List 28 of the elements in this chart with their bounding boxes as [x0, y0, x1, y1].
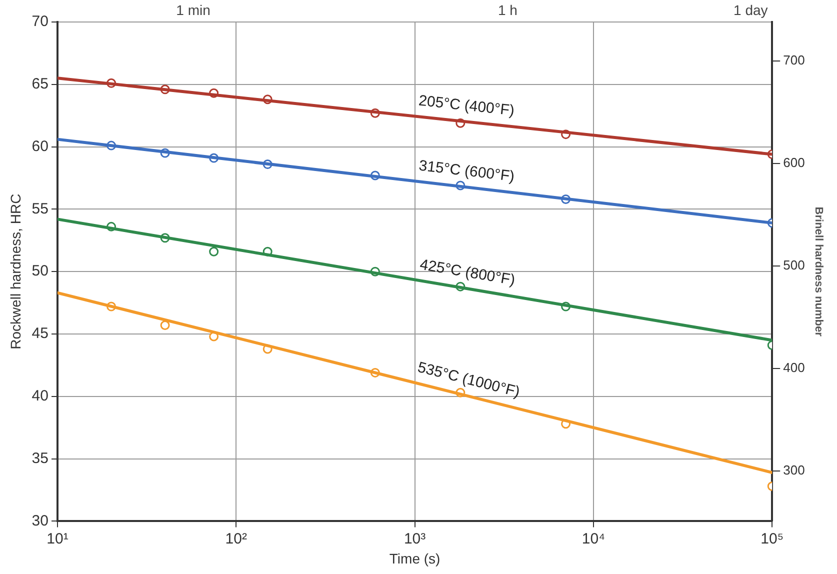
y-tick-label: 65	[32, 76, 48, 93]
y-tick-label: 70	[32, 13, 48, 30]
y-tick-label: 50	[32, 262, 48, 280]
text: 1 h	[498, 2, 518, 18]
x-axis-title: Time (s)	[389, 550, 440, 566]
y2-tick-label: 700	[783, 52, 805, 68]
y2-tick-label: 300	[783, 462, 805, 478]
y2-axis-title: Brinell hardness number	[812, 206, 824, 338]
x-tick-label: 10³	[404, 530, 426, 548]
y-tick-label: 40	[32, 388, 48, 405]
y-tick-label: 35	[32, 450, 48, 467]
y2-tick-label: 600	[783, 155, 805, 170]
y2-tick-label: 400	[783, 360, 805, 376]
text: 1 day	[734, 2, 768, 18]
text: 1 min	[176, 2, 210, 18]
y-tick-label: 60	[32, 138, 48, 155]
text: 315°C (600°F)	[418, 157, 516, 186]
y-tick-label: 55	[32, 200, 48, 218]
x-tick-label: 10²	[225, 530, 247, 548]
y-tick-label: 45	[32, 325, 48, 342]
y2-tick-label: 500	[783, 258, 805, 273]
x-tick-label: 10⁵	[760, 530, 784, 548]
y-axis-title: Rockwell hardness, HRC	[7, 194, 24, 350]
y-tick-label: 30	[32, 512, 48, 530]
x-tick-label: 10⁴	[582, 530, 606, 548]
x-tick-label: 10¹	[46, 530, 68, 548]
text: 205°C (400°F)	[418, 92, 516, 120]
text: 425°C (800°F)	[418, 256, 516, 289]
